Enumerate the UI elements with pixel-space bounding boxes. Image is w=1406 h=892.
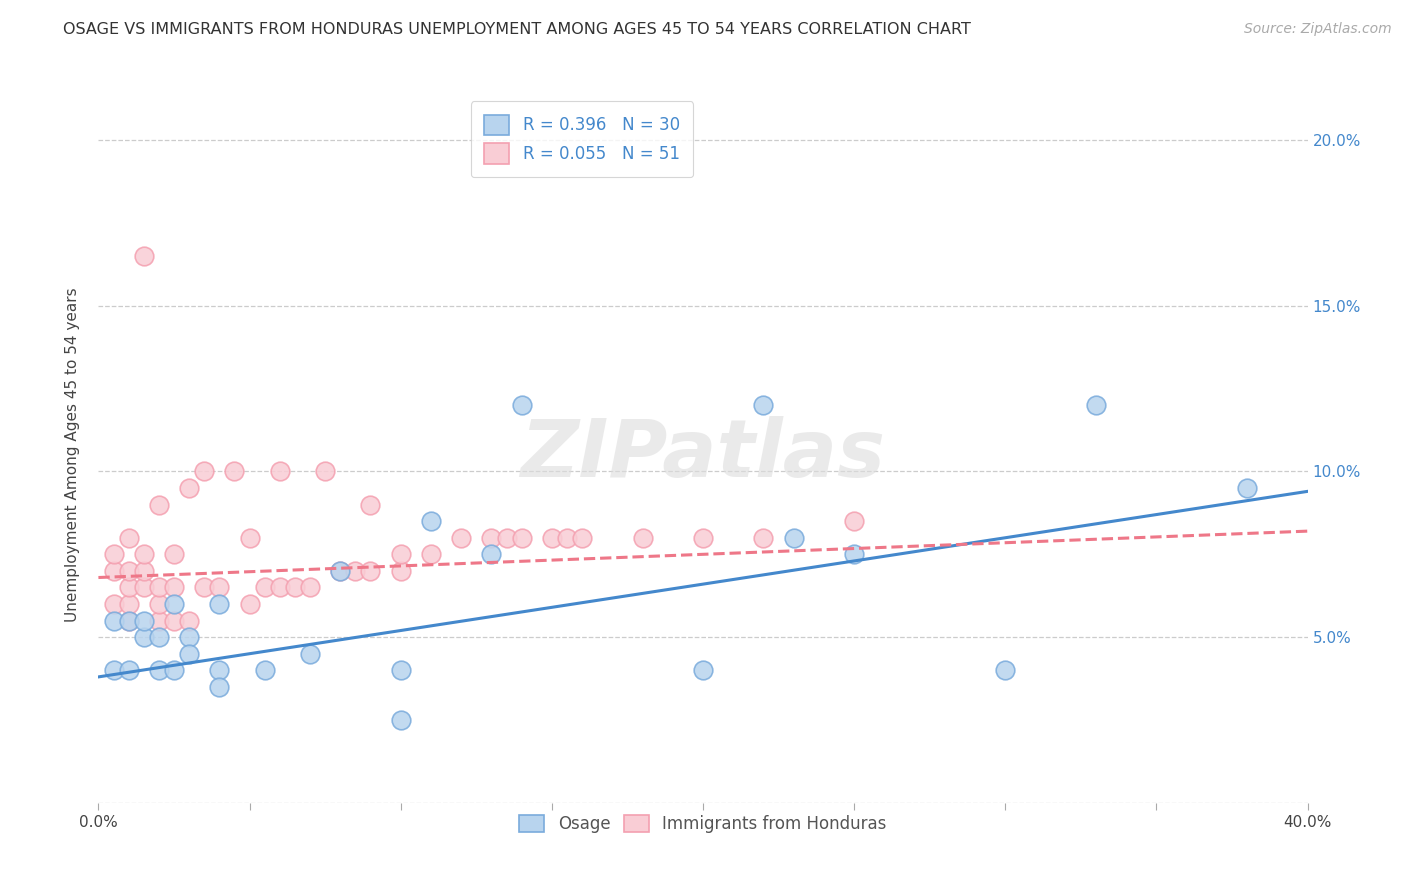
Point xyxy=(420,514,443,528)
Point xyxy=(163,614,186,628)
Text: OSAGE VS IMMIGRANTS FROM HONDURAS UNEMPLOYMENT AMONG AGES 45 TO 54 YEARS CORRELA: OSAGE VS IMMIGRANTS FROM HONDURAS UNEMPL… xyxy=(63,22,972,37)
Point xyxy=(179,481,201,495)
Point xyxy=(179,630,201,644)
Point xyxy=(103,564,125,578)
Point xyxy=(132,564,155,578)
Point xyxy=(193,465,215,479)
Point xyxy=(510,398,533,412)
Point xyxy=(284,581,307,595)
Point xyxy=(571,531,593,545)
Point xyxy=(253,581,276,595)
Point xyxy=(844,514,866,528)
Text: ZIPatlas: ZIPatlas xyxy=(520,416,886,494)
Point xyxy=(329,564,352,578)
Point xyxy=(118,614,141,628)
Point xyxy=(495,531,517,545)
Point xyxy=(299,581,322,595)
Point xyxy=(420,547,443,561)
Point xyxy=(239,597,262,611)
Text: Source: ZipAtlas.com: Source: ZipAtlas.com xyxy=(1244,22,1392,37)
Point xyxy=(783,531,806,545)
Point xyxy=(208,581,231,595)
Point xyxy=(1085,398,1108,412)
Point xyxy=(1236,481,1258,495)
Point xyxy=(193,581,215,595)
Point xyxy=(118,564,141,578)
Point xyxy=(132,581,155,595)
Point xyxy=(208,663,231,677)
Point xyxy=(314,465,336,479)
Point xyxy=(148,630,170,644)
Point xyxy=(389,547,412,561)
Point xyxy=(132,630,155,644)
Point xyxy=(994,663,1017,677)
Point xyxy=(163,581,186,595)
Point xyxy=(132,614,155,628)
Point xyxy=(118,663,141,677)
Point xyxy=(844,547,866,561)
Point xyxy=(118,531,141,545)
Point xyxy=(752,398,775,412)
Point xyxy=(118,614,141,628)
Point xyxy=(540,531,562,545)
Point xyxy=(132,249,155,263)
Point xyxy=(752,531,775,545)
Point xyxy=(163,663,186,677)
Point xyxy=(329,564,352,578)
Point xyxy=(208,680,231,694)
Point xyxy=(481,531,503,545)
Y-axis label: Unemployment Among Ages 45 to 54 years: Unemployment Among Ages 45 to 54 years xyxy=(65,287,80,623)
Point xyxy=(148,614,170,628)
Point xyxy=(692,531,714,545)
Point xyxy=(555,531,578,545)
Point xyxy=(179,614,201,628)
Point xyxy=(148,597,170,611)
Legend: Osage, Immigrants from Honduras: Osage, Immigrants from Honduras xyxy=(513,808,893,839)
Point xyxy=(344,564,367,578)
Point xyxy=(132,547,155,561)
Point xyxy=(269,465,291,479)
Point xyxy=(481,547,503,561)
Point xyxy=(631,531,654,545)
Point xyxy=(510,531,533,545)
Point xyxy=(360,498,382,512)
Point xyxy=(179,647,201,661)
Point xyxy=(299,647,322,661)
Point xyxy=(148,581,170,595)
Point xyxy=(163,547,186,561)
Point xyxy=(103,597,125,611)
Point xyxy=(118,597,141,611)
Point xyxy=(239,531,262,545)
Point xyxy=(208,597,231,611)
Point xyxy=(692,663,714,677)
Point xyxy=(253,663,276,677)
Point xyxy=(389,663,412,677)
Point xyxy=(450,531,472,545)
Point xyxy=(389,713,412,727)
Point xyxy=(118,581,141,595)
Point xyxy=(360,564,382,578)
Point xyxy=(103,547,125,561)
Point xyxy=(163,597,186,611)
Point xyxy=(148,498,170,512)
Point xyxy=(269,581,291,595)
Point xyxy=(389,564,412,578)
Point xyxy=(224,465,246,479)
Point xyxy=(103,663,125,677)
Point xyxy=(103,614,125,628)
Point xyxy=(148,663,170,677)
